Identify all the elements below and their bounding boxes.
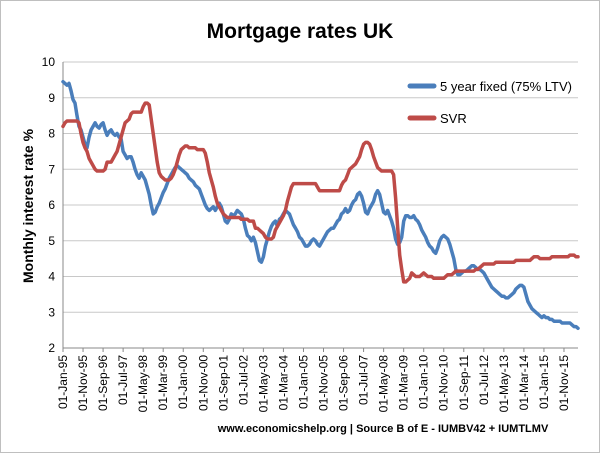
x-tick-label: 01-Sep-96 [96, 355, 110, 411]
series-line-svr [61, 101, 580, 284]
y-tick-label: 3 [48, 305, 55, 319]
x-tick-label: 01-Jul-97 [116, 355, 130, 405]
x-tick-label: 01-Jan-00 [176, 355, 190, 409]
x-tick-label: 01-May-13 [497, 355, 511, 413]
x-tick-label: 01-Jan-10 [417, 355, 431, 409]
x-tick-label: 01-Jan-05 [296, 355, 310, 409]
series-line-fixed [61, 79, 580, 331]
x-tick-label: 01-May-03 [256, 355, 270, 413]
x-tick-labels: 01-Jan-95 01-Nov-95 01-Sep-96 01-Jul-97 01-M… [56, 355, 571, 413]
y-tick-label: 8 [48, 127, 55, 141]
chart-title: Mortgage rates UK [207, 20, 394, 43]
legend: 5 year fixed (75% LTV) SVR [407, 79, 572, 126]
x-tick-label: 01-Sep-01 [216, 355, 230, 411]
x-tick-label: 01-Nov-05 [317, 355, 331, 411]
x-tick-label: 01-Mar-09 [397, 355, 411, 411]
y-tick-label: 2 [48, 341, 55, 355]
x-tick-label: 01-Jul-12 [477, 355, 491, 405]
axes [62, 62, 578, 352]
y-tick-label: 4 [48, 270, 55, 284]
legend-label-svr: SVR [440, 111, 467, 126]
y-tick-labels: 2 3 4 5 6 7 8 9 10 [42, 55, 56, 355]
x-tick-label: 01-Nov-10 [437, 355, 451, 411]
x-tick-label: 01-Jan-95 [56, 355, 70, 409]
x-tick-label: 01-May-08 [377, 355, 391, 413]
x-tick-label: 01-Mar-14 [517, 355, 531, 411]
y-tick-label: 7 [48, 162, 55, 176]
series-lines [61, 79, 580, 331]
gridlines [63, 61, 578, 313]
source-note: www.economicshelp.org | Source B of E - … [217, 423, 549, 435]
y-tick-label: 10 [42, 55, 56, 69]
legend-label-fixed: 5 year fixed (75% LTV) [440, 79, 572, 94]
x-tick-label: 01-Jan-15 [537, 355, 551, 409]
x-tick-label: 01-Mar-99 [156, 355, 170, 411]
y-tick-label: 5 [48, 234, 55, 248]
x-tick-label: 01-Jul-07 [357, 355, 371, 405]
x-tick-label: 01-Sep-06 [337, 355, 351, 411]
x-tick-label: 01-Mar-04 [276, 355, 290, 411]
y-tick-label: 9 [48, 91, 55, 105]
x-tick-label: 01-Nov-00 [196, 355, 210, 411]
x-tick-label: 01-Nov-95 [76, 355, 90, 411]
y-axis-label: Monthly interest rate % [20, 128, 36, 283]
y-tick-label: 6 [48, 198, 55, 212]
x-tick-label: 01-May-98 [136, 355, 150, 413]
x-tick-label: 01-Jul-02 [236, 355, 250, 405]
x-tick-label: 01-Nov-15 [557, 355, 571, 411]
x-tick-label: 01-Sep-11 [457, 355, 471, 410]
